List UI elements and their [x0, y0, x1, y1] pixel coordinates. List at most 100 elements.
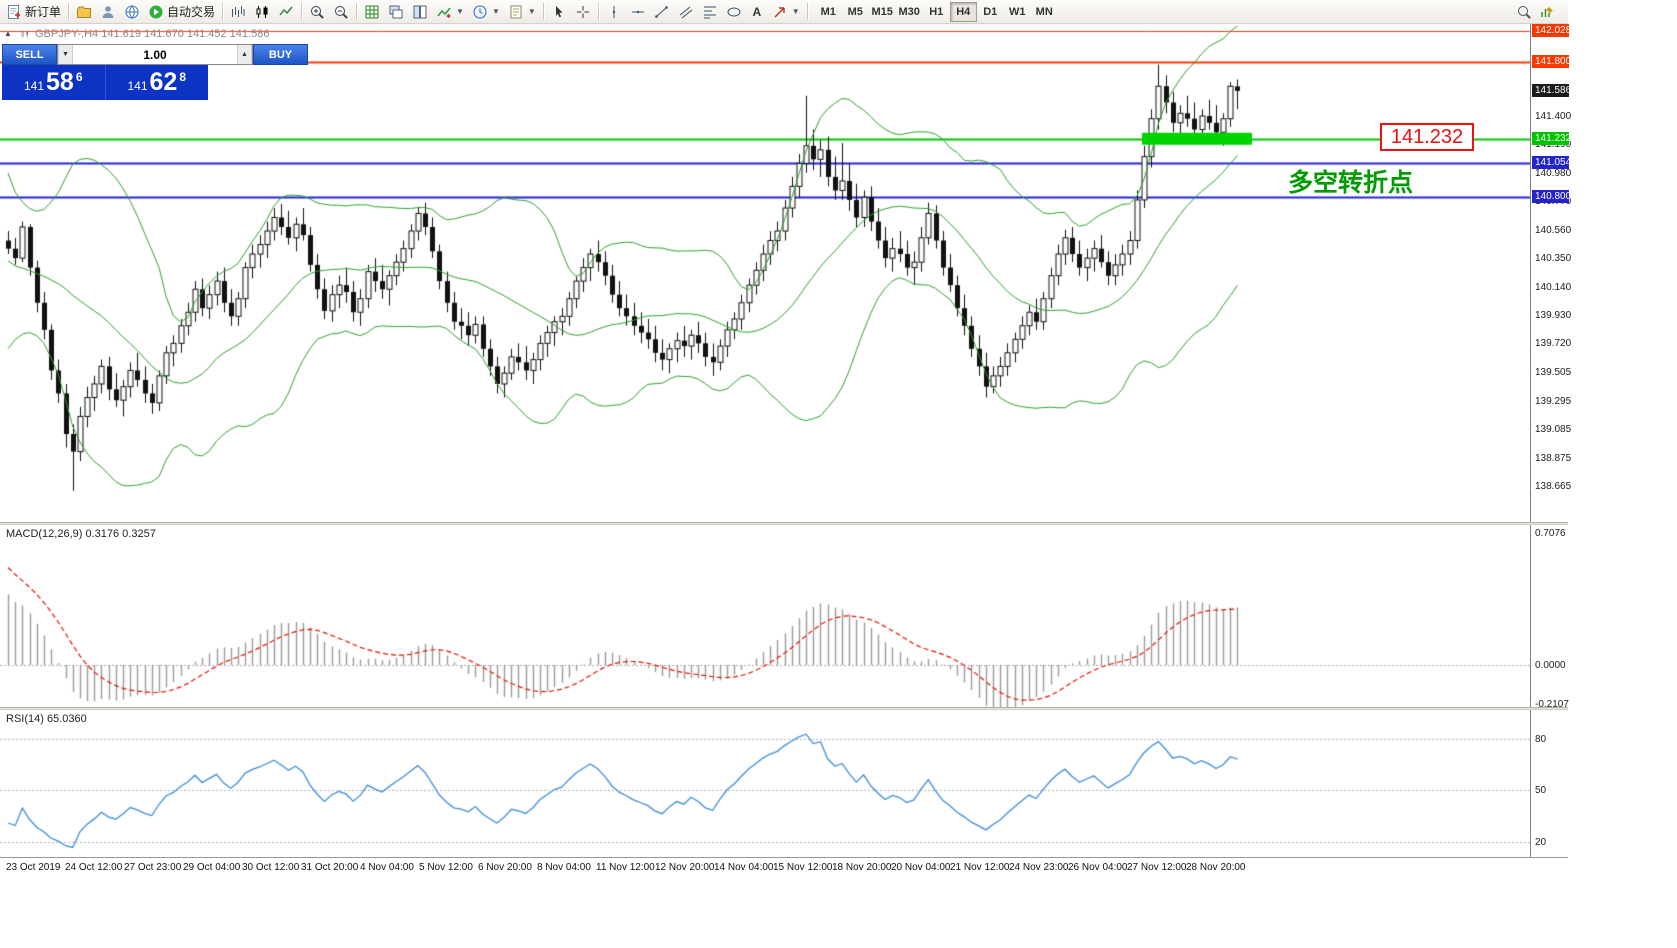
- toolbar-separator: [68, 3, 70, 20]
- zoom-in-button[interactable]: [305, 1, 329, 22]
- chevron-down-icon: ▼: [527, 7, 536, 16]
- folder-button[interactable]: [72, 1, 96, 22]
- bar-chart-button[interactable]: [226, 1, 250, 22]
- horizontal-line-button[interactable]: [626, 1, 650, 22]
- buy-price-big: 62: [149, 68, 178, 96]
- price-axis[interactable]: 141.400141.190140.980140.770140.560140.3…: [1530, 24, 1572, 522]
- time-label: 14 Nov 04:00: [714, 862, 774, 873]
- price-tick: 139.505: [1535, 367, 1572, 379]
- sell-button[interactable]: SELL: [2, 44, 57, 65]
- text-tool-button[interactable]: A: [746, 1, 768, 22]
- time-label: 20 Nov 04:00: [891, 862, 951, 873]
- price-tag: 141.586: [1532, 83, 1571, 97]
- time-label: 27 Oct 23:00: [124, 862, 182, 873]
- chart-edit-button[interactable]: [1536, 1, 1560, 22]
- channel-icon: [679, 6, 693, 18]
- timeframe-button-m1[interactable]: M1: [815, 2, 842, 22]
- price-tick: 140.140: [1535, 281, 1572, 293]
- periods-button[interactable]: ▼: [468, 1, 504, 22]
- macd-axis[interactable]: 0.7076 0.0000 -0.2107: [1530, 525, 1569, 710]
- macd-tick: 0.0000: [1535, 660, 1566, 671]
- search-button[interactable]: [1512, 1, 1536, 22]
- timeframe-button-h4[interactable]: H4: [949, 1, 977, 22]
- time-label: 11 Nov 12:00: [596, 862, 655, 873]
- toolbar-right-tools: [1512, 1, 1560, 22]
- cursor-icon: [555, 5, 563, 17]
- cursor-button[interactable]: [547, 1, 571, 22]
- price-tick: 140.560: [1535, 224, 1572, 236]
- user-icon: [102, 5, 114, 18]
- toolbar-separator: [542, 3, 544, 20]
- macd-tick: 0.7076: [1535, 528, 1566, 540]
- time-label: 23 Oct 2019: [6, 862, 61, 873]
- cascade-windows-button[interactable]: [384, 1, 408, 22]
- chart-title: GBPJPY-,H4 141.619 141.670 141.452 141.5…: [20, 28, 269, 40]
- price-chart-canvas[interactable]: [0, 24, 1530, 522]
- trade-panel-toggle-icon[interactable]: ▲: [4, 29, 12, 38]
- timeframe-button-w1[interactable]: W1: [1004, 2, 1031, 22]
- community-button[interactable]: [120, 1, 144, 22]
- panel-separator[interactable]: [0, 707, 1568, 710]
- new-order-button[interactable]: 新订单: [2, 1, 65, 22]
- candle-chart-button[interactable]: [250, 1, 274, 22]
- buy-button[interactable]: BUY: [253, 44, 308, 65]
- timeframe-button-mn[interactable]: MN: [1031, 2, 1058, 22]
- timeframe-button-h1[interactable]: H1: [923, 2, 950, 22]
- vertical-line-button[interactable]: [602, 1, 626, 22]
- profile-button[interactable]: [96, 1, 120, 22]
- rsi-tick: 20: [1535, 836, 1547, 848]
- price-tag: 142.028: [1532, 24, 1571, 38]
- timeframe-button-m30[interactable]: M30: [896, 2, 923, 22]
- trendline-icon: [654, 5, 668, 18]
- timeframe-button-m5[interactable]: M5: [842, 2, 869, 22]
- indicators-button[interactable]: ▼: [432, 1, 468, 22]
- buy-price-pip: 8: [179, 70, 187, 84]
- time-label: 28 Nov 20:00: [1186, 862, 1246, 873]
- rsi-label: RSI(14) 65.0360: [6, 713, 87, 725]
- price-tick: 140.350: [1535, 253, 1572, 265]
- toolbar-separator: [222, 3, 224, 20]
- price-tag: 141.800: [1532, 54, 1571, 68]
- rsi-canvas[interactable]: [0, 710, 1530, 857]
- volume-input[interactable]: [73, 45, 237, 64]
- price-callout-box[interactable]: 141.232: [1380, 122, 1474, 151]
- time-axis[interactable]: 23 Oct 2019 24 Oct 12:00 27 Oct 23:00 29 Oc…: [0, 857, 1568, 879]
- rsi-axis[interactable]: 80 50 20: [1530, 710, 1568, 857]
- trade-controls-row: SELL ▼ ▲ BUY: [2, 44, 308, 65]
- sell-price-big: 58: [46, 68, 74, 96]
- autotrading-button[interactable]: 自动交易: [144, 1, 219, 22]
- grid-button[interactable]: [360, 1, 384, 22]
- chart-edit-icon: [1541, 6, 1553, 17]
- price-tick: 138.665: [1535, 481, 1572, 493]
- vertical-line-icon: [612, 5, 615, 18]
- line-chart-button[interactable]: [274, 1, 298, 22]
- sell-price-display[interactable]: 141 58 6: [2, 65, 106, 100]
- channel-button[interactable]: [674, 1, 698, 22]
- timeframe-button-m15[interactable]: M15: [869, 2, 896, 22]
- turning-point-annotation[interactable]: 多空转折点: [1288, 169, 1414, 198]
- arrow-tool-icon: [774, 6, 785, 17]
- time-label: 30 Oct 12:00: [242, 862, 300, 873]
- volume-increase-button[interactable]: ▲: [237, 45, 252, 64]
- macd-panel: 0.7076 0.0000 -0.2107 MACD(12,26,9) 0.3176…: [0, 525, 1569, 710]
- line-chart-icon: [279, 6, 293, 15]
- shapes-button[interactable]: [722, 1, 746, 22]
- zoom-out-button[interactable]: [329, 1, 353, 22]
- template-icon: [510, 5, 522, 18]
- timeframe-button-d1[interactable]: D1: [977, 2, 1004, 22]
- crosshair-button[interactable]: [571, 1, 595, 22]
- fibonacci-button[interactable]: [698, 1, 722, 22]
- panel-separator[interactable]: [0, 522, 1568, 525]
- templates-button[interactable]: ▼: [504, 1, 540, 22]
- trendline-button[interactable]: [650, 1, 674, 22]
- tile-windows-button[interactable]: [408, 1, 432, 22]
- volume-decrease-button[interactable]: ▼: [58, 45, 73, 64]
- price-chart-panel: 141.400141.190140.980140.770140.560140.3…: [0, 24, 1572, 522]
- arrows-tool-button[interactable]: ▼: [768, 1, 804, 22]
- buy-price-display[interactable]: 141 62 8: [106, 65, 209, 100]
- macd-canvas[interactable]: [0, 525, 1530, 707]
- search-icon: [1518, 5, 1531, 19]
- price-tag: 141.054: [1532, 155, 1571, 169]
- zoom-out-icon: [335, 5, 348, 19]
- price-tick: 139.295: [1535, 395, 1572, 407]
